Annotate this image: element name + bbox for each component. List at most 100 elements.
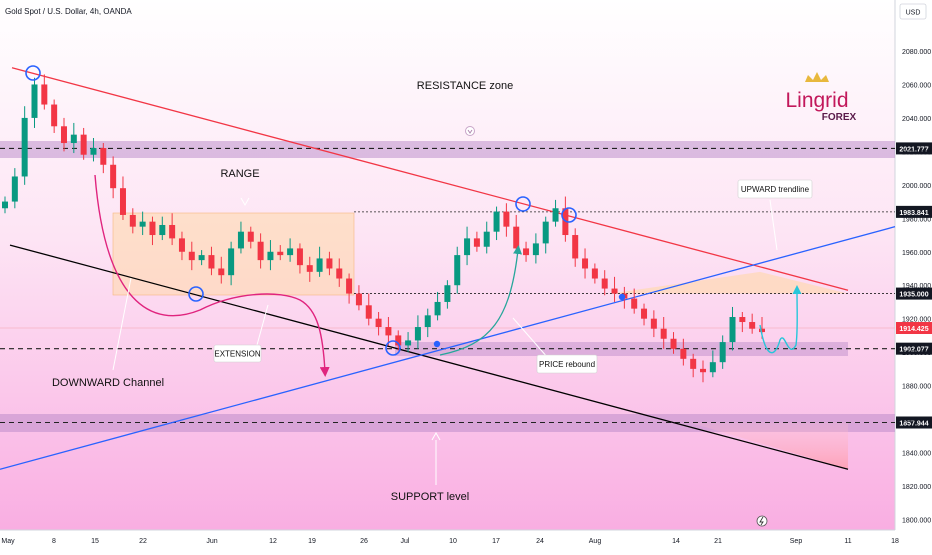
- candle[interactable]: [21, 106, 28, 185]
- candle[interactable]: [591, 263, 598, 284]
- price-level-value: 2021.777: [899, 146, 928, 153]
- time-axis: May 8 15 22 Jun 12 19 26 Jul 10 17 24 Aug 14 21 Sep 11 18: [1, 538, 899, 545]
- candle[interactable]: [139, 211, 146, 236]
- candle[interactable]: [11, 168, 18, 209]
- candle[interactable]: [690, 353, 697, 378]
- pivot-circle[interactable]: [515, 196, 531, 212]
- touch-dot[interactable]: [433, 340, 441, 348]
- candle[interactable]: [287, 238, 294, 262]
- candle[interactable]: [405, 332, 412, 353]
- candle[interactable]: [611, 276, 618, 302]
- candle[interactable]: [178, 231, 185, 261]
- candle[interactable]: [375, 311, 382, 336]
- candle[interactable]: [631, 288, 638, 314]
- candle[interactable]: [729, 306, 736, 351]
- candle[interactable]: [355, 285, 362, 311]
- candle[interactable]: [670, 332, 677, 354]
- candle[interactable]: [70, 122, 77, 154]
- y-tick-label: 2080.000: [902, 49, 931, 56]
- touch-dot[interactable]: [618, 293, 626, 301]
- candle[interactable]: [454, 246, 461, 294]
- candle[interactable]: [198, 250, 205, 266]
- candle[interactable]: [237, 221, 244, 254]
- candle[interactable]: [709, 350, 716, 378]
- logo-sub: FOREX: [822, 112, 857, 123]
- candle[interactable]: [660, 317, 667, 349]
- candle[interactable]: [444, 280, 451, 309]
- pivot-circle[interactable]: [25, 65, 41, 81]
- candle[interactable]: [159, 216, 166, 241]
- candle[interactable]: [169, 213, 176, 246]
- candle[interactable]: [51, 99, 58, 133]
- price-rebound-box: [536, 354, 598, 374]
- candle[interactable]: [414, 315, 421, 349]
- candle[interactable]: [60, 117, 67, 152]
- price-rebound-label: PRICE rebound: [539, 360, 595, 369]
- y-tick-label: 2000.000: [902, 183, 931, 190]
- candle[interactable]: [247, 226, 254, 249]
- channel-bottom-trendline[interactable]: [9, 244, 849, 470]
- candle[interactable]: [493, 206, 500, 241]
- candle[interactable]: [532, 233, 539, 264]
- candle[interactable]: [257, 233, 264, 269]
- candle[interactable]: [572, 228, 579, 267]
- candle[interactable]: [464, 226, 471, 266]
- resistance-band: [0, 141, 895, 158]
- candle[interactable]: [218, 256, 225, 284]
- candle[interactable]: [316, 246, 323, 277]
- candle[interactable]: [336, 258, 343, 287]
- candle[interactable]: [228, 241, 235, 286]
- lightning-icon[interactable]: [756, 515, 768, 527]
- candle[interactable]: [31, 77, 38, 128]
- candle[interactable]: [267, 240, 274, 271]
- candle[interactable]: [149, 216, 156, 246]
- candle[interactable]: [110, 156, 117, 199]
- candle[interactable]: [483, 221, 490, 254]
- candle[interactable]: [680, 338, 687, 366]
- candle[interactable]: [424, 308, 431, 338]
- candle[interactable]: [739, 311, 746, 333]
- candle[interactable]: [365, 293, 372, 326]
- candle[interactable]: [503, 203, 510, 237]
- candle[interactable]: [650, 310, 657, 338]
- candle[interactable]: [326, 251, 333, 276]
- candle[interactable]: [129, 208, 136, 234]
- candle[interactable]: [601, 270, 608, 296]
- candle[interactable]: [2, 196, 8, 214]
- currency-button[interactable]: [899, 3, 927, 20]
- symbol-title: Gold Spot / U.S. Dollar, 4h, OANDA: [5, 7, 132, 16]
- candle[interactable]: [277, 245, 284, 261]
- candle[interactable]: [582, 248, 589, 279]
- candle[interactable]: [641, 303, 648, 326]
- candle[interactable]: [208, 246, 215, 276]
- candle[interactable]: [395, 330, 402, 351]
- candle[interactable]: [188, 241, 195, 271]
- candle[interactable]: [296, 243, 303, 274]
- candle[interactable]: [700, 360, 707, 383]
- candle[interactable]: [473, 231, 480, 252]
- candle[interactable]: [41, 74, 48, 110]
- resistance-trendline[interactable]: [11, 67, 849, 291]
- candle[interactable]: [90, 137, 97, 162]
- candle[interactable]: [385, 317, 392, 346]
- down-arrow-icon[interactable]: [465, 126, 475, 136]
- rebound-arrow: [439, 245, 523, 356]
- resistance-zone-label: RESISTANCE zone: [417, 80, 513, 92]
- candle[interactable]: [346, 273, 353, 304]
- candle[interactable]: [80, 127, 87, 160]
- pivot-circle[interactable]: [561, 207, 577, 223]
- range-label: RANGE: [220, 168, 259, 180]
- pivot-circle[interactable]: [188, 286, 204, 302]
- candle[interactable]: [306, 256, 313, 282]
- upward-trendline[interactable]: [0, 226, 896, 470]
- pivot-circle[interactable]: [385, 340, 401, 356]
- candle[interactable]: [119, 176, 126, 220]
- candle[interactable]: [552, 199, 559, 227]
- candle[interactable]: [542, 216, 549, 254]
- candle[interactable]: [434, 291, 441, 321]
- candle[interactable]: [100, 143, 107, 174]
- candle[interactable]: [719, 335, 726, 369]
- candle[interactable]: [523, 241, 530, 262]
- candle[interactable]: [749, 313, 756, 334]
